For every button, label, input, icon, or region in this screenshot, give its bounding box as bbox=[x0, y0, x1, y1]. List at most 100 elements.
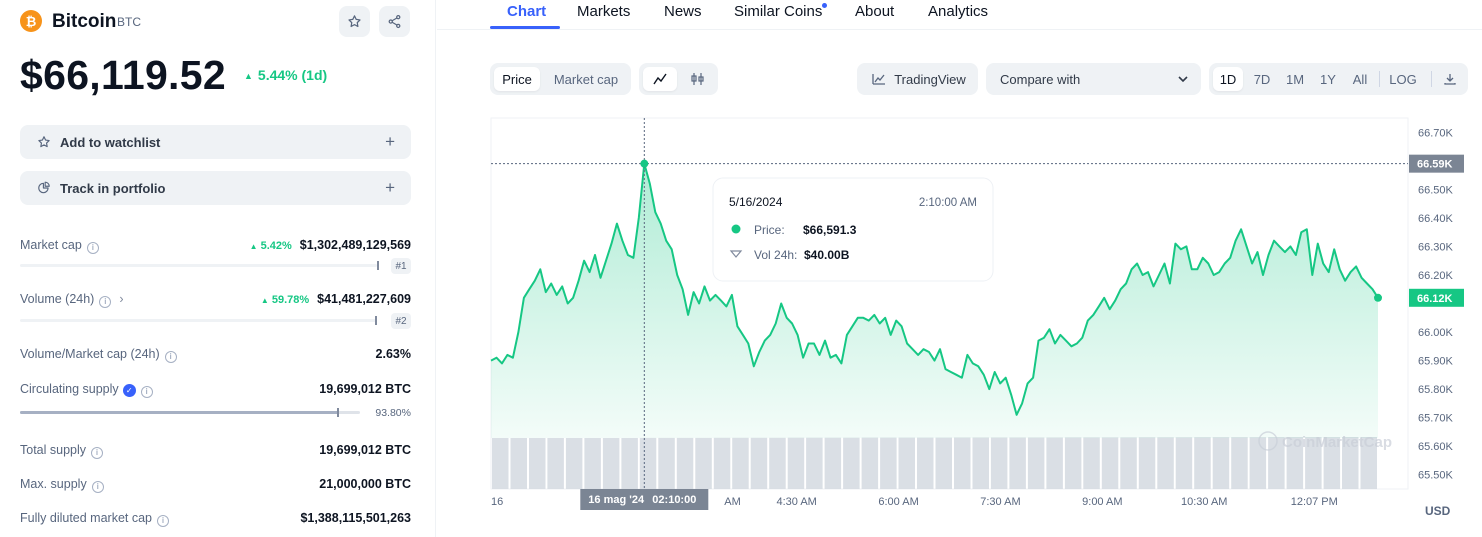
y-axis-tick-label: 66.20K bbox=[1418, 270, 1454, 282]
price-chart[interactable]: 66.70K 66.50K 66.40K 66.30K 66.20K 66.00K 65.9… bbox=[437, 100, 1482, 537]
verified-check-icon: ✓ bbox=[122, 384, 136, 397]
volume-bar bbox=[861, 437, 879, 489]
info-icon[interactable]: i bbox=[140, 386, 153, 398]
market-cap-value: $1,302,489,129,569 bbox=[299, 238, 411, 252]
download-icon bbox=[1444, 74, 1456, 85]
volume-bar bbox=[658, 437, 675, 489]
coin-summary-panel: ₿ Bitcoin BTC $66,119.52 ▲ 5.44% (1d) Add… bbox=[0, 0, 436, 537]
volume-bar bbox=[676, 437, 694, 489]
volume-bar bbox=[695, 437, 712, 489]
star-icon bbox=[348, 15, 361, 28]
volume-bar bbox=[713, 437, 731, 489]
volume-bar bbox=[1157, 437, 1174, 489]
favorite-button[interactable] bbox=[339, 6, 370, 37]
fully-diluted-market-cap-value: $1,388,115,501,263 bbox=[300, 511, 411, 525]
caret-up-icon: ▲ bbox=[260, 296, 269, 305]
chart-type-toggle bbox=[639, 63, 718, 95]
volume-bar bbox=[787, 437, 805, 489]
tab-markets[interactable]: Markets bbox=[577, 3, 631, 20]
volume-bar bbox=[492, 438, 509, 489]
volume-bar bbox=[1212, 437, 1230, 489]
tab-chart[interactable]: Chart bbox=[507, 3, 547, 20]
add-to-watchlist-label: Add to watchlist bbox=[60, 134, 161, 150]
share-button[interactable] bbox=[379, 6, 410, 37]
track-in-portfolio-label: Track in portfolio bbox=[60, 180, 166, 196]
x-axis-tick-label: 4:30 AM bbox=[776, 496, 816, 508]
volume-market-cap-label: Volume/Market cap (24h) bbox=[20, 347, 160, 361]
price-change-badge: ▲ 5.44% (1d) bbox=[244, 67, 327, 83]
info-icon[interactable]: i bbox=[99, 296, 112, 308]
tab-news[interactable]: News bbox=[664, 3, 702, 20]
tooltip-price-label: Price: bbox=[754, 223, 785, 237]
chevron-right-icon[interactable]: › bbox=[119, 292, 124, 306]
info-icon[interactable]: i bbox=[86, 242, 99, 254]
tab-analytics[interactable]: Analytics bbox=[928, 3, 989, 20]
hover-date-label: 16 mag '24 bbox=[588, 494, 645, 506]
x-axis-tick-label: 10:30 AM bbox=[1181, 496, 1227, 508]
chart-panel: Chart Markets News Similar Coins About A… bbox=[437, 0, 1482, 537]
volume-bar bbox=[732, 437, 749, 489]
section-tabs: Chart Markets News Similar Coins About A… bbox=[437, 0, 1482, 30]
range-1y-button[interactable]: 1Y bbox=[1320, 71, 1336, 87]
market-cap-toggle[interactable]: Market cap bbox=[553, 71, 619, 87]
range-all-button[interactable]: All bbox=[1352, 71, 1368, 87]
tooltip-card bbox=[712, 177, 994, 282]
volume-bar bbox=[806, 437, 823, 489]
info-icon[interactable]: i bbox=[91, 481, 104, 493]
info-icon[interactable]: i bbox=[157, 515, 170, 527]
volume-bar bbox=[1009, 437, 1026, 489]
volume-rank-bar bbox=[20, 319, 377, 322]
caret-up-icon: ▲ bbox=[249, 242, 258, 251]
tab-about[interactable]: About bbox=[855, 3, 895, 20]
info-icon[interactable]: i bbox=[91, 447, 104, 459]
volume-bar bbox=[547, 438, 564, 489]
total-supply-row: Total supply i 19,699,012 BTC bbox=[20, 443, 411, 459]
hover-price-label: 66.59K bbox=[1417, 159, 1453, 171]
tooltip-time: 2:10:00 AM bbox=[919, 197, 977, 209]
price-toggle[interactable]: Price bbox=[494, 67, 540, 91]
circulating-supply-label: Circulating supply bbox=[20, 382, 119, 396]
max-supply-label: Max. supply bbox=[20, 477, 87, 491]
volume-market-cap-value: 2.63% bbox=[375, 347, 411, 361]
x-axis-tick-label: 7:30 AM bbox=[980, 496, 1020, 508]
volume-bar bbox=[565, 438, 583, 489]
add-to-watchlist-button[interactable]: Add to watchlist + bbox=[20, 125, 411, 159]
volume-bar bbox=[639, 437, 657, 489]
tradingview-button[interactable]: TradingView bbox=[857, 63, 978, 95]
max-supply-row: Max. supply i 21,000,000 BTC bbox=[20, 477, 411, 493]
line-chart-button[interactable] bbox=[643, 67, 677, 91]
y-axis-tick-label: 66.50K bbox=[1418, 184, 1454, 196]
range-7d-button[interactable]: 7D bbox=[1253, 71, 1271, 87]
volume-bar bbox=[510, 438, 527, 489]
info-icon[interactable]: i bbox=[164, 351, 177, 363]
download-button[interactable] bbox=[1435, 67, 1465, 91]
current-price-label: 66.12K bbox=[1417, 293, 1453, 305]
volume-bar bbox=[1323, 437, 1341, 489]
log-scale-button[interactable]: LOG bbox=[1389, 71, 1417, 87]
range-1m-button[interactable]: 1M bbox=[1285, 71, 1305, 87]
price-series-dot bbox=[731, 224, 741, 234]
divider bbox=[1379, 71, 1380, 87]
trading-chart-icon bbox=[872, 74, 886, 85]
tab-similar-coins[interactable]: Similar Coins bbox=[734, 3, 823, 20]
volume-bar bbox=[1249, 437, 1267, 489]
range-1d-button[interactable]: 1D bbox=[1213, 67, 1243, 91]
market-cap-row: Market cap i ▲ 5.42% $1,302,489,129,569 #1 bbox=[20, 238, 411, 274]
track-in-portfolio-button[interactable]: Track in portfolio + bbox=[20, 171, 411, 205]
current-price-label-box bbox=[1409, 288, 1464, 307]
price-marketcap-toggle: Price Market cap bbox=[490, 63, 631, 95]
circulating-supply-fill bbox=[20, 411, 339, 414]
plus-icon: + bbox=[385, 132, 395, 151]
active-tab-indicator bbox=[490, 26, 560, 29]
current-price: $66,119.52 bbox=[20, 52, 226, 98]
coin-name: Bitcoin bbox=[52, 11, 117, 32]
pie-chart-icon bbox=[36, 180, 52, 196]
compare-with-select[interactable]: Compare with bbox=[986, 63, 1201, 95]
price-area-fill bbox=[491, 163, 1378, 438]
watermark-logo-icon bbox=[1258, 431, 1278, 451]
volume-bar bbox=[1027, 437, 1045, 489]
volume-bar bbox=[1305, 437, 1322, 489]
volume-shield-icon bbox=[729, 250, 743, 258]
candlestick-chart-button[interactable] bbox=[681, 67, 715, 91]
tooltip-vol-value: $40.00B bbox=[804, 248, 850, 262]
